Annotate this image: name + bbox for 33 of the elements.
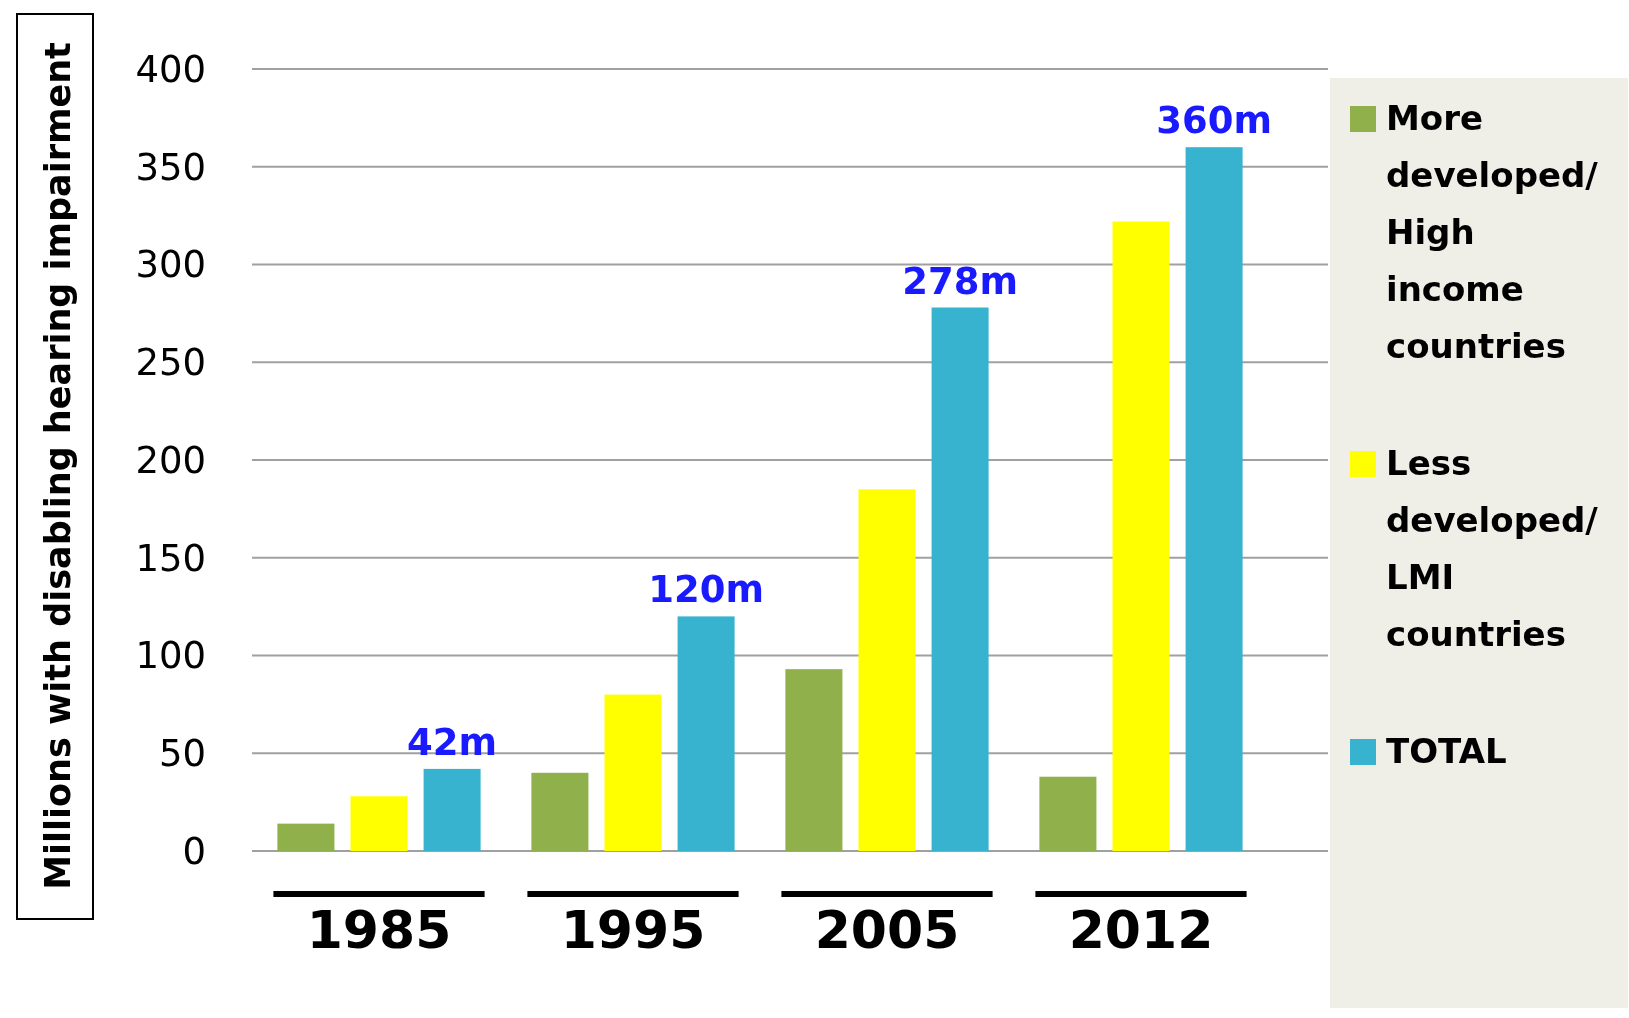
y-tick-label: 50 [158, 732, 206, 776]
y-tick-label: 350 [135, 145, 206, 189]
bar [1112, 221, 1170, 851]
data-label: 42m [407, 720, 498, 764]
bar [931, 307, 989, 851]
y-tick-label: 250 [135, 341, 206, 385]
bar [423, 768, 481, 851]
legend-label: Less developed/ LMI countries [1386, 443, 1599, 654]
data-label: 360m [1156, 99, 1272, 143]
x-tick-label: 1985 [306, 900, 452, 960]
bar [858, 489, 916, 851]
y-axis-title: Millions with disabling hearing impairment [38, 42, 78, 890]
legend-label: TOTAL [1386, 731, 1507, 771]
data-label: 120m [648, 568, 764, 612]
bar [350, 796, 408, 851]
y-tick-label: 300 [135, 243, 206, 287]
bar [1039, 776, 1097, 851]
bar [277, 823, 335, 851]
y-tick-label: 200 [135, 438, 206, 482]
x-tick-label: 1995 [560, 900, 706, 960]
bar [1185, 147, 1243, 851]
bar [677, 616, 735, 851]
y-tick-label: 400 [135, 47, 206, 91]
bar [604, 694, 662, 851]
data-label: 278m [902, 259, 1018, 303]
y-tick-label: 150 [135, 536, 206, 580]
x-tick-label: 2012 [1068, 900, 1214, 960]
bar [785, 669, 843, 851]
y-tick-label: 0 [182, 829, 206, 873]
legend-label: More developed/ High income countries [1386, 98, 1599, 366]
bar [531, 772, 589, 851]
x-tick-label: 2005 [814, 900, 960, 960]
y-tick-label: 100 [135, 634, 206, 678]
